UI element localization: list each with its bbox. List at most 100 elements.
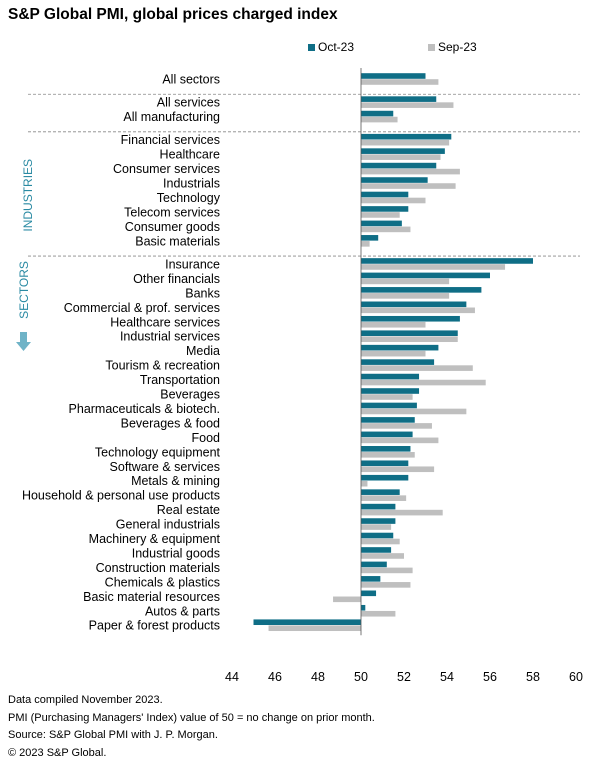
legend-label-sep-23: Sep-23: [438, 40, 477, 54]
category-label-other-financials: Other financials: [133, 272, 220, 286]
category-label-machinery-and-equipment: Machinery & equipment: [89, 532, 221, 546]
bar-sep-23-consumer-goods: [361, 226, 411, 233]
bar-sep-23-metals-and-mining: [361, 480, 368, 487]
footnote-source: Source: S&P Global PMI with J. P. Morgan…: [8, 729, 218, 741]
bar-oct-23-industrial-goods: [361, 547, 392, 553]
bar-oct-23-chemicals-and-plastics: [361, 576, 381, 582]
bar-sep-23-consumer-services: [361, 168, 460, 175]
bar-sep-23-pharmaceuticals-and-biotech: [361, 408, 467, 415]
category-label-consumer-services: Consumer services: [113, 162, 220, 176]
bar-oct-23-paper-and-forest-products: [253, 619, 361, 626]
category-label-food: Food: [192, 431, 221, 445]
bar-oct-23-transportation: [361, 373, 420, 380]
group-label-industries: INDUSTRIES: [21, 159, 35, 232]
category-label-media: Media: [186, 344, 220, 358]
bar-oct-23-tourism-and-recreation: [361, 359, 435, 365]
bar-sep-23-transportation: [361, 379, 486, 386]
footnotes: Data compiled November 2023. PMI (Purcha…: [8, 692, 375, 762]
legend-label-oct-23: Oct-23: [318, 40, 355, 54]
category-label-chemicals-and-plastics: Chemicals & plastics: [105, 575, 220, 589]
bar-oct-23-healthcare-services: [361, 315, 460, 322]
category-label-insurance: Insurance: [165, 257, 220, 271]
bar-sep-23-commercial-and-prof-services: [361, 307, 475, 314]
bar-sep-23-industrial-goods: [361, 553, 404, 559]
sectors-down-arrow-icon: [16, 331, 31, 351]
bar-sep-23-basic-materials: [361, 241, 370, 247]
bar-sep-23-all-sectors: [361, 79, 439, 85]
x-tick-label-50: 50: [354, 670, 368, 684]
bar-oct-23-construction-materials: [361, 561, 387, 568]
bar-sep-23-media: [361, 350, 426, 357]
bar-oct-23-metals-and-mining: [361, 474, 409, 481]
category-label-paper-and-forest-products: Paper & forest products: [89, 619, 220, 633]
category-label-software-and-services: Software & services: [110, 460, 220, 474]
x-tick-label-44: 44: [225, 670, 239, 684]
bar-oct-23-beverages-and-food: [361, 417, 415, 423]
bar-sep-23-technology-equipment: [361, 452, 415, 458]
category-label-transportation: Transportation: [140, 373, 220, 387]
bar-oct-23-real-estate: [361, 503, 396, 510]
bar-sep-23-basic-material-resources: [333, 596, 361, 603]
bar-sep-23-telecom-services: [361, 212, 400, 218]
category-label-all-sectors: All sectors: [162, 73, 220, 87]
bar-oct-23-basic-materials: [361, 235, 379, 241]
bar-sep-23-all-services: [361, 102, 454, 108]
category-label-banks: Banks: [185, 286, 220, 300]
bar-sep-23-other-financials: [361, 278, 450, 285]
category-label-all-manufacturing: All manufacturing: [123, 110, 220, 124]
legend-swatch-sep-23: [428, 43, 435, 51]
bar-sep-23-beverages: [361, 394, 413, 400]
bar-oct-23-software-and-services: [361, 460, 409, 467]
bar-sep-23-chemicals-and-plastics: [361, 582, 411, 588]
bar-sep-23-general-industrials: [361, 524, 392, 530]
bar-sep-23-autos-and-parts: [361, 610, 396, 617]
bar-sep-23-machinery-and-equipment: [361, 538, 400, 545]
category-label-general-industrials: General industrials: [116, 518, 220, 532]
bar-sep-23-tourism-and-recreation: [361, 365, 473, 371]
footnote-pmi-definition: PMI (Purchasing Managers' Index) value o…: [8, 711, 375, 724]
x-tick-label-54: 54: [440, 670, 454, 684]
x-tick-label-48: 48: [311, 670, 325, 684]
bar-oct-23-insurance: [361, 258, 533, 264]
bar-oct-23-commercial-and-prof-services: [361, 301, 467, 308]
x-tick-label-58: 58: [526, 670, 540, 684]
bar-sep-23-software-and-services: [361, 466, 435, 473]
category-label-healthcare-services: Healthcare services: [110, 315, 220, 329]
category-label-all-services: All services: [157, 96, 220, 110]
category-label-construction-materials: Construction materials: [96, 561, 220, 575]
category-label-autos-and-parts: Autos & parts: [145, 604, 220, 618]
bar-oct-23-all-services: [361, 96, 437, 102]
bar-sep-23-healthcare-services: [361, 321, 426, 328]
category-label-basic-material-resources: Basic material resources: [83, 590, 220, 604]
category-label-tourism-and-recreation: Tourism & recreation: [105, 359, 220, 373]
category-label-industrial-services: Industrial services: [120, 330, 220, 344]
bar-sep-23-industrial-services: [361, 336, 458, 343]
bar-sep-23-insurance: [361, 264, 506, 270]
bar-oct-23-healthcare: [361, 148, 445, 154]
bar-sep-23-food: [361, 437, 439, 444]
bar-sep-23-industrials: [361, 183, 456, 189]
legend-item-oct-23: Oct-23: [308, 40, 354, 54]
bar-oct-23-other-financials: [361, 272, 490, 279]
bar-oct-23-pharmaceuticals-and-biotech: [361, 402, 417, 409]
category-label-technology-equipment: Technology equipment: [95, 445, 221, 459]
category-label-real-estate: Real estate: [157, 503, 220, 517]
category-label-financial-services: Financial services: [121, 133, 220, 147]
category-label-household-and-personal-use-products: Household & personal use products: [22, 489, 220, 503]
legend-item-sep-23: Sep-23: [428, 40, 477, 54]
category-label-beverages: Beverages: [160, 388, 220, 402]
category-label-healthcare: Healthcare: [160, 148, 220, 162]
category-label-metals-and-mining: Metals & mining: [131, 474, 220, 488]
bar-oct-23-technology: [361, 191, 409, 198]
category-label-beverages-and-food: Beverages & food: [121, 416, 220, 430]
bar-oct-23-beverages: [361, 388, 420, 394]
bar-oct-23-industrials: [361, 177, 428, 183]
legend-swatch-oct-23: [308, 43, 315, 51]
bar-sep-23-banks: [361, 293, 450, 299]
x-tick-label-56: 56: [483, 670, 497, 684]
chart-title: S&P Global PMI, global prices charged in…: [8, 6, 338, 23]
category-label-consumer-goods: Consumer goods: [125, 220, 220, 234]
footnote-copyright: © 2023 S&P Global.: [8, 746, 107, 759]
bar-oct-23-food: [361, 431, 413, 438]
category-label-telecom-services: Telecom services: [124, 205, 220, 219]
